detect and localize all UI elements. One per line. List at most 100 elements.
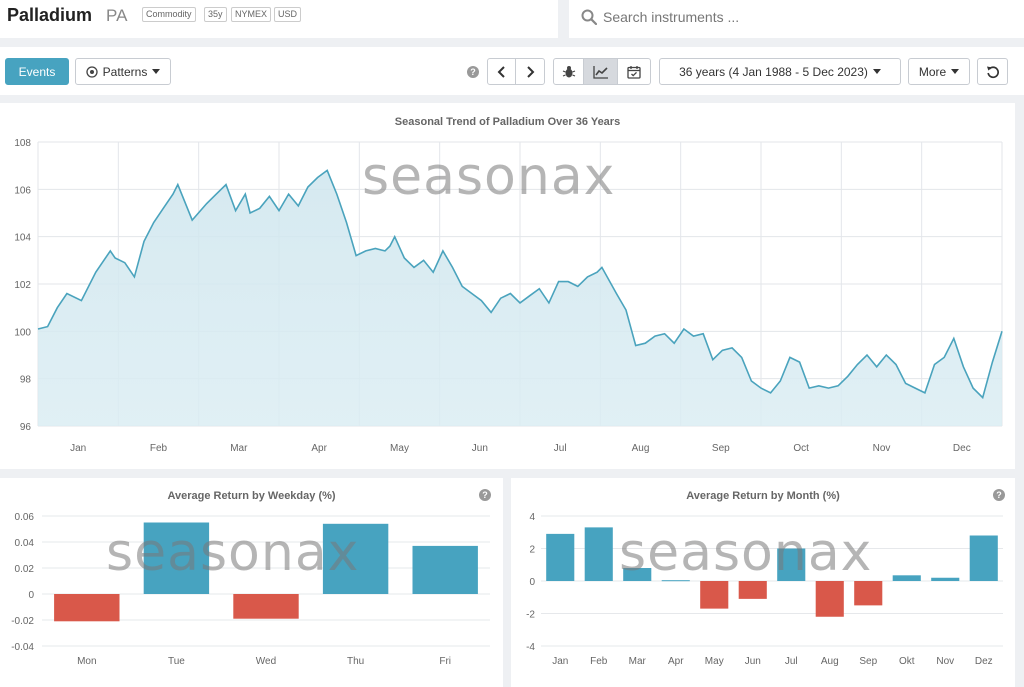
x-tick-label: Jul [554, 443, 567, 454]
y-tick-label: -4 [526, 642, 535, 653]
bar [322, 523, 389, 594]
calendar-view-button[interactable] [617, 58, 651, 85]
help-icon[interactable]: ? [479, 489, 491, 501]
help-icon[interactable]: ? [993, 489, 1005, 501]
bug-icon [562, 65, 575, 77]
tag-years[interactable]: 35y [204, 7, 227, 22]
tag-commodity[interactable]: Commodity [142, 7, 196, 22]
search-input[interactable] [603, 6, 1003, 28]
x-tick-label: Dec [953, 443, 971, 454]
reset-icon [986, 66, 999, 78]
bar [815, 581, 844, 617]
bar [54, 594, 120, 622]
x-tick-label: Jul [785, 656, 798, 667]
bar [892, 575, 921, 581]
x-tick-label: May [705, 656, 724, 667]
reset-button[interactable] [977, 58, 1008, 85]
bar [931, 577, 960, 581]
bar [738, 581, 767, 599]
x-tick-label: May [390, 443, 409, 454]
monthly-return-svg[interactable]: -4 -2 0 2 4 Jan Feb Mar Apr May Jun Jul Aug Sep Okt Nov… [511, 478, 1015, 687]
bug-view-button[interactable] [553, 58, 584, 85]
more-dropdown[interactable]: More [908, 58, 970, 85]
y-tick-label: 0.04 [15, 538, 35, 549]
tag-currency[interactable]: USD [274, 7, 302, 22]
y-tick-label: 108 [14, 138, 31, 149]
instrument-name: Palladium [7, 5, 93, 25]
x-tick-label: Mar [629, 656, 647, 667]
bar [969, 535, 998, 581]
target-icon [85, 65, 98, 78]
y-tick-label: 104 [14, 233, 31, 244]
x-tick-label: Mon [77, 656, 96, 667]
x-tick-label: Jan [70, 443, 86, 454]
x-tick-label: Fri [439, 656, 451, 667]
help-icon[interactable]: ? [467, 66, 479, 78]
y-tick-label: 96 [20, 422, 32, 433]
x-tick-label: Okt [899, 656, 915, 667]
x-tick-label: Feb [150, 443, 168, 454]
chevron-down-icon [951, 69, 960, 74]
y-tick-label: -0.02 [11, 616, 34, 627]
line-chart-view-button[interactable] [583, 58, 618, 85]
chevron-down-icon [152, 69, 161, 74]
y-tick-label: 0.06 [15, 512, 35, 523]
tag-exchange[interactable]: NYMEX [231, 7, 272, 22]
chart-title: Seasonal Trend of Palladium Over 36 Year… [394, 116, 621, 128]
bar [412, 545, 478, 594]
x-tick-label: Nov [936, 656, 954, 667]
patterns-label: Patterns [102, 64, 148, 79]
monthly-return-chart: Average Return by Month (%) ? -4 -2 0 2 4 Jan… [511, 478, 1015, 687]
series-line [37, 169, 1003, 400]
x-tick-label: Aug [632, 443, 650, 454]
x-tick-label: Feb [590, 656, 608, 667]
toolbar: Events Patterns ? [0, 47, 1024, 95]
line-chart-icon [592, 65, 608, 79]
seasonal-trend-chart: Seasonal Trend of Palladium Over 36 Year… [0, 103, 1015, 469]
series-area [38, 170, 1002, 426]
weekday-return-chart: Average Return by Weekday (%) ? -0.04 -0.… [0, 478, 503, 687]
bar [854, 581, 883, 606]
bar [546, 533, 575, 581]
y-tick-label: -2 [526, 610, 535, 621]
prev-period-button[interactable] [487, 58, 516, 85]
next-period-button[interactable] [515, 58, 545, 85]
seasonal-trend-svg[interactable]: 96 98 100 102 104 106 108 Jan Feb Mar Apr May Jun Jul… [0, 103, 1015, 469]
x-tick-label: Jun [472, 443, 488, 454]
x-tick-label: Thu [347, 656, 364, 667]
weekday-return-svg[interactable]: -0.04 -0.02 0 0.02 0.04 0.06 Mon Tue Wed Thu Fri [0, 478, 503, 687]
patterns-dropdown[interactable]: Patterns [75, 58, 171, 85]
chart-title: Average Return by Weekday (%) [167, 490, 336, 502]
bar [700, 581, 729, 609]
instrument-header: Palladium PA Commodity 35y NYMEX USD [0, 0, 558, 38]
y-tick-label: -0.04 [11, 642, 34, 653]
x-tick-label: Sep [859, 656, 877, 667]
x-tick-label: Oct [793, 443, 809, 454]
date-range-dropdown[interactable]: 36 years (4 Jan 1988 - 5 Dec 2023) [659, 58, 901, 85]
x-tick-label: Tue [168, 656, 185, 667]
y-tick-label: 98 [20, 375, 32, 386]
search-bar [569, 0, 1024, 38]
x-tick-label: Sep [712, 443, 730, 454]
bar [143, 522, 210, 594]
x-tick-label: Jun [745, 656, 761, 667]
x-tick-label: Mar [230, 443, 248, 454]
events-button[interactable]: Events [5, 58, 69, 85]
y-tick-label: 4 [529, 512, 535, 523]
x-tick-label: Aug [821, 656, 839, 667]
next-icon [527, 65, 535, 78]
more-label: More [918, 64, 947, 79]
y-tick-label: 100 [14, 327, 31, 338]
y-tick-label: 0.02 [15, 564, 35, 575]
x-tick-label: Dez [975, 656, 993, 667]
bar [777, 548, 806, 581]
date-range-label: 36 years (4 Jan 1988 - 5 Dec 2023) [679, 64, 868, 79]
y-tick-label: 0 [28, 590, 34, 601]
x-tick-label: Apr [668, 656, 684, 667]
instrument-symbol: PA [106, 6, 128, 25]
prev-icon [497, 65, 505, 78]
bar [233, 594, 299, 619]
y-tick-label: 106 [14, 185, 31, 196]
calendar-icon [627, 65, 641, 79]
bar [623, 568, 652, 581]
